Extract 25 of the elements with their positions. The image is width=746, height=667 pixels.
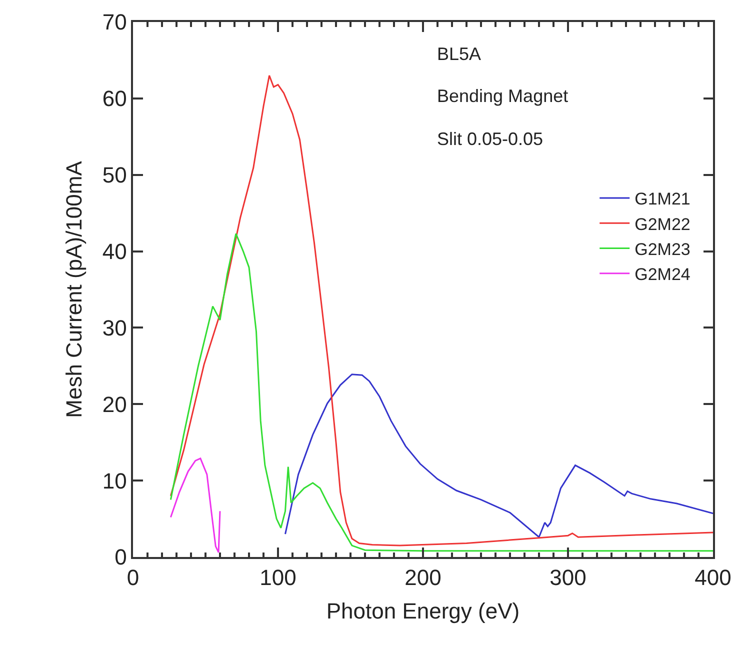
x-axis-title: Photon Energy (eV) [326,598,520,624]
x-tick-label: 300 [550,565,586,590]
line-series [170,74,713,546]
legend-label: G2M22 [634,214,690,234]
line-series [170,458,221,554]
x-tick-label: 100 [260,565,296,590]
line-series [170,232,713,552]
x-tick-label: 400 [694,565,732,590]
y-tick-label: 0 [114,544,127,570]
legend-label: G2M24 [634,264,690,284]
legend-label: G1M21 [634,190,690,209]
y-tick-label: 60 [102,86,127,112]
line-series [284,374,713,538]
annotation: Slit 0.05-0.05 [437,129,544,149]
y-axis-title: Mesh Current (pA)/100mA [62,160,87,418]
legend-label: G2M23 [634,240,690,259]
y-tick-label: 30 [102,315,127,340]
y-tick-label: 70 [102,10,127,35]
annotation: Bending Magnet [437,86,568,106]
y-tick-label: 40 [102,238,127,264]
y-tick-label: 20 [102,392,127,417]
x-tick-label: 200 [404,565,442,590]
annotation: BL5A [437,44,482,64]
y-tick-label: 10 [102,468,127,494]
y-tick-label: 50 [102,162,127,188]
